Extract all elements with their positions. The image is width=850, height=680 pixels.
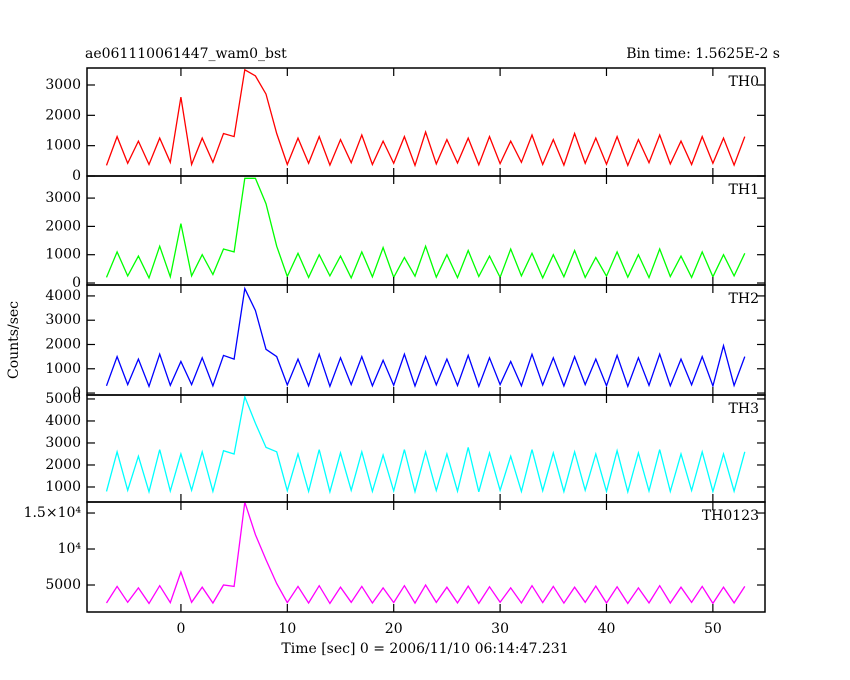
panel-label: TH3 bbox=[729, 401, 759, 417]
panel-frame bbox=[86, 175, 766, 286]
x-tick-label: 20 bbox=[385, 621, 403, 637]
y-tick-label: 5000 bbox=[45, 577, 81, 593]
light-curve bbox=[105, 68, 746, 168]
y-tick-label: 1.5×10⁴ bbox=[24, 505, 82, 521]
panel-label: TH0 bbox=[729, 74, 759, 90]
y-tick-label: 1000 bbox=[45, 479, 81, 495]
y-tick-label: 0 bbox=[72, 168, 81, 184]
panel bbox=[105, 502, 746, 605]
y-axis-label: Counts/sec bbox=[6, 301, 22, 379]
y-tick-label: 1000 bbox=[45, 138, 81, 154]
x-tick-label: 30 bbox=[491, 621, 509, 637]
x-axis-label: Time [sec] 0 = 2006/11/10 06:14:47.231 bbox=[281, 641, 568, 657]
panel-frame bbox=[86, 501, 766, 613]
y-tick-label: 4000 bbox=[45, 413, 81, 429]
panel bbox=[105, 68, 746, 168]
bin-time: Bin time: 1.5625E-2 s bbox=[626, 46, 780, 62]
y-tick-label: 3000 bbox=[45, 312, 81, 328]
panel bbox=[105, 395, 746, 495]
y-tick-label: 2000 bbox=[45, 218, 81, 234]
light-curve bbox=[105, 286, 746, 389]
panel bbox=[105, 286, 746, 389]
y-tick-label: 0 bbox=[72, 385, 81, 401]
panel-label: TH0123 bbox=[702, 508, 759, 524]
panel-label: TH2 bbox=[729, 291, 759, 307]
x-tick-label: 40 bbox=[598, 621, 616, 637]
light-curve bbox=[105, 502, 746, 605]
y-tick-label: 1000 bbox=[45, 361, 81, 377]
x-tick-label: 10 bbox=[278, 621, 296, 637]
y-tick-label: 10⁴ bbox=[58, 541, 82, 557]
y-tick-label: 3000 bbox=[45, 77, 81, 93]
panel-frame bbox=[86, 67, 766, 177]
y-tick-label: 5000 bbox=[45, 391, 81, 407]
panel bbox=[105, 177, 746, 280]
y-tick-label: 3000 bbox=[45, 435, 81, 451]
y-tick-label: 0 bbox=[72, 275, 81, 291]
y-tick-label: 2000 bbox=[45, 457, 81, 473]
y-tick-label: 1000 bbox=[45, 247, 81, 263]
light-curve bbox=[105, 177, 746, 280]
panel-label: TH1 bbox=[729, 182, 759, 198]
y-tick-label: 4000 bbox=[45, 288, 81, 304]
chart-title: ae061110061447_wam0_bst bbox=[85, 46, 287, 62]
x-tick-label: 50 bbox=[704, 621, 722, 637]
panel-frame bbox=[86, 394, 766, 503]
y-tick-label: 2000 bbox=[45, 336, 81, 352]
y-tick-label: 3000 bbox=[45, 190, 81, 206]
x-tick-label: 0 bbox=[176, 621, 185, 637]
light-curve bbox=[105, 395, 746, 495]
y-tick-label: 2000 bbox=[45, 107, 81, 123]
